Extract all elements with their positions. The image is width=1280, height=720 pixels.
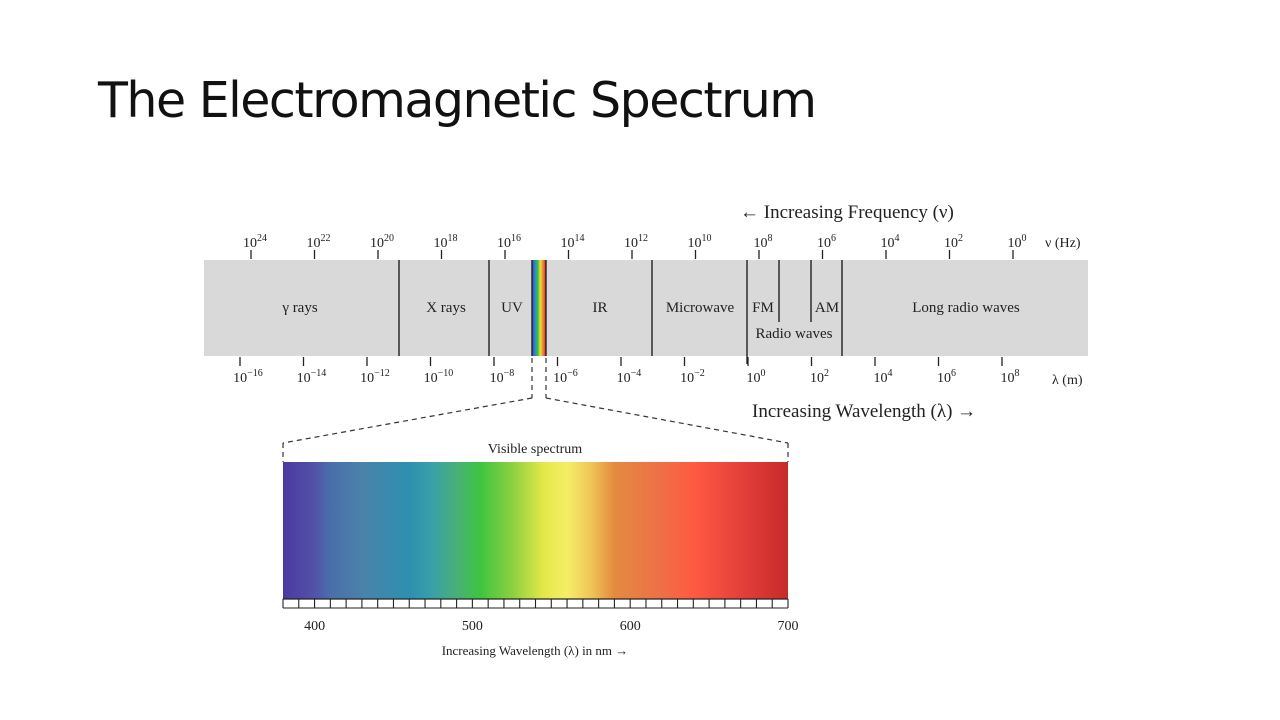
- frequency-tick-label: 1014: [561, 233, 585, 251]
- frequency-tick-label: 1016: [497, 233, 521, 251]
- wavelength-header: Increasing Wavelength (λ) →: [752, 401, 976, 422]
- wavelength-axis: 10−16 10−14 10−12 10−10 10−8 10−6 10−4 10−2 100 1…: [233, 357, 1020, 386]
- connector-left-diag: [282, 397, 533, 444]
- visible-axis: 400 500 600 700: [282, 598, 799, 634]
- visible-tick-label: 500: [462, 619, 483, 634]
- frequency-tick-label: 1022: [307, 233, 331, 251]
- wavelength-tick-label: 10−12: [360, 368, 390, 386]
- zoom-connector: [282, 358, 789, 462]
- visible-tick-label: 600: [620, 619, 641, 634]
- frequency-tick-label: 1010: [688, 233, 712, 251]
- band-xray: X rays: [426, 300, 466, 316]
- band-microwave: Microwave: [666, 300, 735, 316]
- visible-gradient: [283, 462, 788, 599]
- frequency-tick-label: 106: [817, 233, 836, 251]
- visible-title: Visible spectrum: [488, 442, 583, 457]
- wavelength-tick-label: 10−2: [680, 368, 705, 386]
- frequency-tick-label: 1024: [243, 233, 267, 251]
- visible-tick-label: 400: [304, 619, 325, 634]
- band-uv: UV: [501, 300, 523, 316]
- band-gamma: γ rays: [281, 300, 318, 316]
- wavelength-unit: λ (m): [1052, 373, 1083, 388]
- wavelength-tick-label: 10−8: [490, 368, 515, 386]
- wavelength-tick-label: 102: [810, 368, 829, 386]
- visible-strip: [532, 260, 546, 356]
- wavelength-tick-label: 100: [747, 368, 766, 386]
- frequency-axis: 1024 1022 1020 1018 1016 1014 1012 1010 108 106 10…: [243, 233, 1027, 259]
- frequency-tick-label: 104: [881, 233, 900, 251]
- frequency-unit: ν (Hz): [1045, 236, 1081, 251]
- wavelength-tick-label: 10−14: [297, 368, 327, 386]
- band-ir: IR: [593, 300, 608, 316]
- wavelength-tick-label: 108: [1001, 368, 1020, 386]
- frequency-tick-label: 1020: [370, 233, 394, 251]
- wavelength-tick-label: 10−16: [233, 368, 263, 386]
- frequency-tick-label: 102: [944, 233, 963, 251]
- frequency-tick-label: 1012: [624, 233, 648, 251]
- band-radio-waves: Radio waves: [755, 326, 832, 342]
- band-dividers: [398, 260, 843, 364]
- band-long-radio: Long radio waves: [912, 300, 1020, 316]
- spectrum-band: [204, 260, 1088, 356]
- wavelength-tick-label: 10−6: [553, 368, 578, 386]
- wavelength-tick-label: 10−4: [617, 368, 642, 386]
- wavelength-tick-label: 106: [937, 368, 956, 386]
- slide-title: The Electromagnetic Spectrum: [98, 72, 817, 129]
- wavelength-tick-label: 104: [874, 368, 893, 386]
- frequency-tick-label: 1018: [434, 233, 458, 251]
- wavelength-tick-label: 10−10: [424, 368, 454, 386]
- visible-tick-label: 700: [778, 619, 799, 634]
- band-fm: FM: [752, 300, 774, 316]
- frequency-tick-label: 108: [754, 233, 773, 251]
- visible-axis-label: Increasing Wavelength (λ) in nm →: [442, 643, 629, 658]
- frequency-header: ← Increasing Frequency (ν): [740, 202, 954, 223]
- frequency-tick-label: 100: [1008, 233, 1027, 251]
- band-am: AM: [815, 300, 839, 316]
